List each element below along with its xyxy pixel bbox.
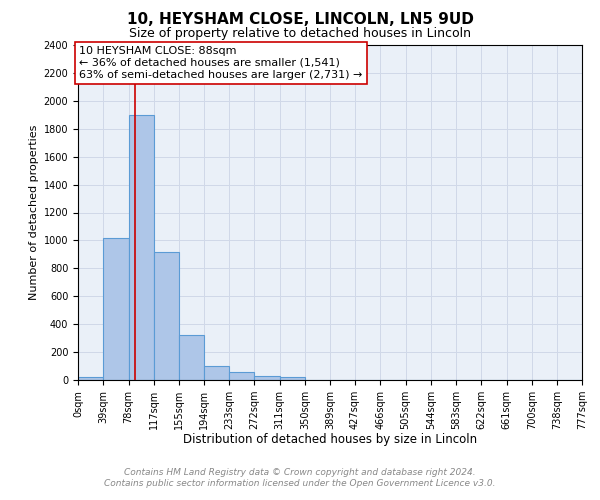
Bar [179,336,204,380]
Bar [229,372,254,380]
Bar [78,377,103,380]
Bar [280,377,305,380]
Text: Size of property relative to detached houses in Lincoln: Size of property relative to detached ho… [129,28,471,40]
Text: Contains HM Land Registry data © Crown copyright and database right 2024.
Contai: Contains HM Land Registry data © Crown c… [104,468,496,487]
Bar [103,238,128,380]
Text: 10, HEYSHAM CLOSE, LINCOLN, LN5 9UD: 10, HEYSHAM CLOSE, LINCOLN, LN5 9UD [127,12,473,28]
Bar [154,252,179,380]
Text: 10 HEYSHAM CLOSE: 88sqm
← 36% of detached houses are smaller (1,541)
63% of semi: 10 HEYSHAM CLOSE: 88sqm ← 36% of detache… [79,46,362,80]
Bar [254,376,280,380]
X-axis label: Distribution of detached houses by size in Lincoln: Distribution of detached houses by size … [183,434,477,446]
Bar [128,115,154,380]
Y-axis label: Number of detached properties: Number of detached properties [29,125,40,300]
Bar [204,366,229,380]
